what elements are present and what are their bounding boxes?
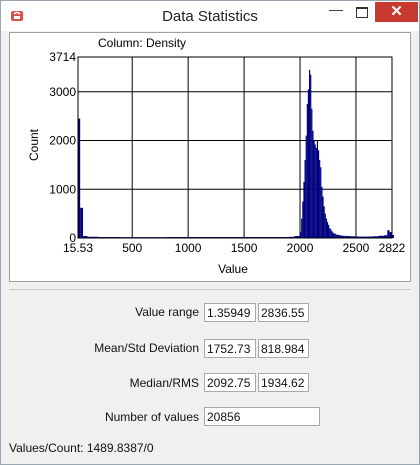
histogram-bar	[308, 69, 311, 239]
x-tick-label: 2500	[343, 241, 370, 255]
median-field[interactable]: 2092.75	[204, 373, 256, 392]
histogram-bar	[300, 232, 302, 238]
histogram-bar	[316, 140, 319, 238]
x-tick-label: 2822	[379, 241, 406, 255]
histogram-bar	[330, 229, 332, 238]
histogram-bar	[305, 135, 307, 238]
histogram-panel: Column: Density Count Value 15.53 500 1000…	[9, 32, 411, 282]
histogram-bar	[320, 167, 322, 238]
histogram-bar	[383, 235, 388, 238]
number-of-values-label: Number of values	[104, 410, 199, 424]
histogram-bar	[331, 231, 333, 238]
histogram-bar	[326, 221, 329, 238]
histogram-bar	[322, 196, 324, 238]
histogram-bar	[389, 232, 392, 238]
histogram-bar	[342, 235, 345, 238]
histogram-bar	[304, 160, 306, 238]
histogram-bar	[350, 236, 356, 238]
histogram-bar	[367, 236, 373, 238]
histogram-bar	[355, 236, 362, 238]
histogram-bar	[324, 213, 326, 238]
ticks-layer: 15.53 500 1000 1500 2000 2500 2822 0 1000 2000 300…	[49, 50, 405, 255]
x-tick-label: 1500	[231, 241, 258, 255]
close-icon: ✕	[390, 3, 403, 20]
histogram-bar	[319, 160, 321, 238]
y-axis-label: Count	[27, 128, 41, 161]
value-range-max-field[interactable]: 2836.55	[258, 303, 309, 322]
y-tick-label: 3000	[49, 85, 76, 99]
histogram-bar	[294, 236, 301, 238]
chart-title: Column: Density	[98, 36, 186, 50]
histogram-bar	[307, 89, 310, 239]
histogram-bar	[329, 228, 331, 238]
histogram-bar	[332, 232, 334, 238]
histogram-bar	[372, 236, 379, 238]
y-tick-label: 0	[69, 231, 76, 245]
histogram-bar	[340, 235, 343, 238]
mean-field[interactable]: 1752.73	[204, 339, 256, 358]
separator	[9, 289, 411, 290]
histogram-bar	[288, 236, 295, 238]
histogram-bar	[302, 201, 304, 238]
minimize-icon: —	[329, 1, 343, 17]
histogram-bar	[87, 236, 99, 238]
value-range-label: Value range	[135, 305, 199, 319]
number-of-values-field[interactable]: 20856	[204, 407, 320, 426]
histogram-bar	[361, 236, 368, 238]
std-field[interactable]: 818.984	[258, 339, 309, 358]
histogram-bar	[314, 144, 316, 238]
histogram-bar	[315, 147, 317, 238]
close-button[interactable]: ✕	[375, 2, 418, 22]
rms-field[interactable]: 1934.62	[258, 373, 309, 392]
histogram-bar	[311, 108, 313, 238]
mean-std-label: Mean/Std Deviation	[94, 341, 199, 355]
histogram-bar	[378, 235, 384, 238]
x-tick-label: 500	[122, 241, 142, 255]
status-text: Values/Count: 1489.8387/0	[9, 441, 154, 455]
histogram-bar	[317, 150, 320, 238]
histogram-bar	[321, 186, 323, 238]
histogram-bar	[328, 224, 330, 238]
histogram-bar	[387, 230, 390, 238]
minimize-button[interactable]: —	[323, 2, 349, 22]
histogram-chart: Column: Density Count Value 15.53 500 1000…	[27, 36, 406, 276]
histogram-bar	[312, 130, 314, 238]
histogram-bar	[301, 218, 303, 238]
x-axis-label: Value	[218, 262, 248, 276]
histogram-bar	[82, 236, 88, 238]
java-cup-icon	[11, 11, 23, 21]
maximize-icon	[356, 7, 368, 18]
histogram-bar	[313, 140, 315, 238]
value-range-min-field[interactable]: 1.35949	[204, 303, 256, 322]
histogram-bar	[323, 206, 325, 238]
histogram-bar	[310, 74, 312, 238]
histogram-bar	[306, 103, 308, 238]
histogram-bar	[338, 235, 341, 238]
bars-layer	[78, 69, 394, 239]
title-bar[interactable]: Data Statistics — ✕	[1, 1, 419, 31]
x-tick-label: 1000	[175, 241, 202, 255]
histogram-bar	[392, 235, 394, 238]
histogram-bar	[333, 233, 336, 238]
histogram-bar	[303, 181, 305, 238]
window-title: Data Statistics	[162, 8, 258, 25]
grid-layer	[77, 56, 393, 239]
histogram-bar	[344, 236, 351, 238]
x-tick-label: 2000	[287, 241, 314, 255]
median-rms-label: Median/RMS	[129, 376, 199, 390]
histogram-bar	[80, 207, 83, 238]
plot-frame	[77, 56, 393, 239]
y-tick-label: 1000	[49, 182, 76, 196]
histogram-bar	[335, 234, 339, 238]
histogram-bar	[325, 218, 327, 238]
histogram-bar	[78, 118, 81, 238]
y-tick-label: 3714	[49, 50, 76, 64]
maximize-button[interactable]	[349, 2, 375, 22]
y-tick-label: 2000	[49, 134, 76, 148]
x-tick-label: 15.53	[63, 241, 93, 255]
